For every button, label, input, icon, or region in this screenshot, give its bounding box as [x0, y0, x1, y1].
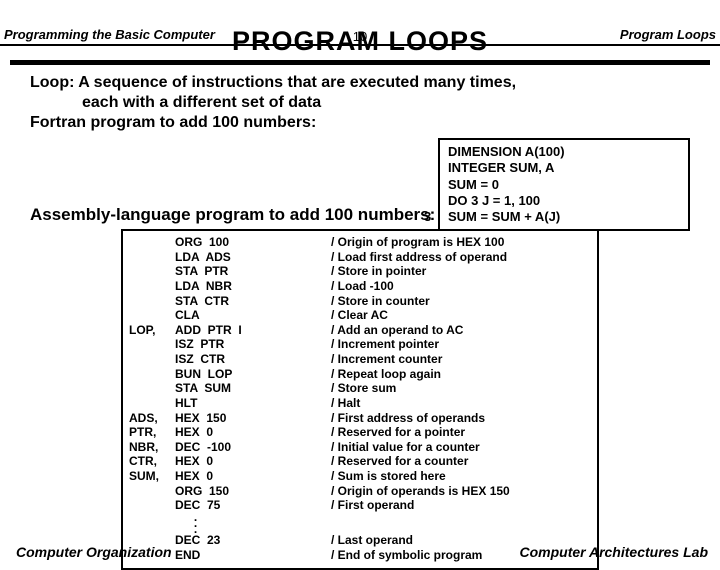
asm-comment: / Sum is stored here: [331, 469, 591, 484]
asm-label: PTR,: [129, 425, 175, 440]
asm-comment: / Repeat loop again: [331, 367, 591, 382]
asm-opcode: ISZ PTR: [175, 337, 331, 352]
asm-row: LDA ADS/ Load first address of operand: [129, 250, 591, 265]
asm-row: STA CTR/ Store in counter: [129, 294, 591, 309]
asm-opcode: HEX 150: [175, 411, 331, 426]
asm-row: CLA/ Clear AC: [129, 308, 591, 323]
asm-opcode: HEX 0: [175, 454, 331, 469]
asm-row: ISZ CTR/ Increment counter: [129, 352, 591, 367]
asm-comment: / Increment counter: [331, 352, 591, 367]
asm-label: ADS,: [129, 411, 175, 426]
asm-row: CTR,HEX 0/ Reserved for a counter: [129, 454, 591, 469]
asm-comment: / Halt: [331, 396, 591, 411]
asm-opcode: STA PTR: [175, 264, 331, 279]
asm-opcode: LDA ADS: [175, 250, 331, 265]
asm-comment: / Store in counter: [331, 294, 591, 309]
intro-line-1: Loop: A sequence of instructions that ar…: [30, 73, 690, 93]
asm-label: [129, 264, 175, 279]
asm-row: BUN LOP/ Repeat loop again: [129, 367, 591, 382]
asm-row: STA SUM/ Store sum: [129, 381, 591, 396]
asm-label: CTR,: [129, 454, 175, 469]
fortran-line: DO 3 J = 1, 100: [448, 193, 678, 209]
intro-line-3: Fortran program to add 100 numbers:: [30, 113, 690, 133]
asm-comment: / Store in pointer: [331, 264, 591, 279]
asm-label: [129, 235, 175, 250]
header-left: Programming the Basic Computer: [4, 27, 215, 42]
asm-label: [129, 484, 175, 499]
asm-opcode: BUN LOP: [175, 367, 331, 382]
asm-label: [129, 250, 175, 265]
asm-label: [129, 396, 175, 411]
fortran-line: INTEGER SUM, A: [448, 160, 678, 176]
asm-code-box: ORG 100/ Origin of program is HEX 100LDA…: [121, 229, 599, 570]
asm-opcode: ORG 100: [175, 235, 331, 250]
asm-row: ADS,HEX 150/ First address of operands: [129, 411, 591, 426]
asm-opcode: HLT: [175, 396, 331, 411]
asm-label: [129, 367, 175, 382]
asm-opcode: ORG 150: [175, 484, 331, 499]
fortran-code-box: 3 DIMENSION A(100) INTEGER SUM, A SUM = …: [438, 138, 690, 231]
asm-comment: / Reserved for a counter: [331, 454, 591, 469]
fortran-stmt-label: 3: [424, 209, 431, 225]
fortran-line: SUM = 0: [448, 177, 678, 193]
header-page: 10: [353, 29, 367, 44]
asm-row: PTR,HEX 0/ Reserved for a pointer: [129, 425, 591, 440]
asm-opcode: STA CTR: [175, 294, 331, 309]
asm-row: ISZ PTR/ Increment pointer: [129, 337, 591, 352]
asm-label: [129, 279, 175, 294]
asm-label: [129, 381, 175, 396]
asm-opcode: CLA: [175, 308, 331, 323]
asm-comment: / Add an operand to AC: [331, 323, 591, 338]
asm-row: NBR,DEC -100/ Initial value for a counte…: [129, 440, 591, 455]
asm-opcode: STA SUM: [175, 381, 331, 396]
asm-comment: / Increment pointer: [331, 337, 591, 352]
asm-label: [129, 308, 175, 323]
asm-comment: / Origin of operands is HEX 150: [331, 484, 591, 499]
asm-label: SUM,: [129, 469, 175, 484]
asm-row: SUM,HEX 0/ Sum is stored here: [129, 469, 591, 484]
asm-row: ORG 100/ Origin of program is HEX 100: [129, 235, 591, 250]
asm-row: STA PTR/ Store in pointer: [129, 264, 591, 279]
asm-comment: / Origin of program is HEX 100: [331, 235, 591, 250]
footer-left: Computer Organization: [16, 544, 172, 560]
fortran-line: SUM = SUM + A(J): [448, 209, 678, 225]
fortran-line: DIMENSION A(100): [448, 144, 678, 160]
asm-opcode: ISZ CTR: [175, 352, 331, 367]
asm-comment: / Clear AC: [331, 308, 591, 323]
asm-comment: / Store sum: [331, 381, 591, 396]
asm-comment: / First operand: [331, 498, 591, 513]
title-rule: [10, 60, 710, 65]
asm-comment: / First address of operands: [331, 411, 591, 426]
asm-row: HLT/ Halt: [129, 396, 591, 411]
vertical-dots-icon: ...: [175, 513, 219, 533]
intro-line-2: each with a different set of data: [30, 93, 690, 113]
asm-comment: / Load -100: [331, 279, 591, 294]
asm-label: NBR,: [129, 440, 175, 455]
asm-opcode: END: [175, 548, 331, 563]
asm-label: [129, 337, 175, 352]
asm-opcode: HEX 0: [175, 425, 331, 440]
asm-row: LOP,ADD PTR I/ Add an operand to AC: [129, 323, 591, 338]
asm-row: ORG 150/ Origin of operands is HEX 150: [129, 484, 591, 499]
asm-comment: / Initial value for a counter: [331, 440, 591, 455]
asm-opcode: DEC -100: [175, 440, 331, 455]
asm-label: [129, 352, 175, 367]
asm-opcode: HEX 0: [175, 469, 331, 484]
asm-opcode: ADD PTR I: [175, 323, 331, 338]
asm-opcode: LDA NBR: [175, 279, 331, 294]
asm-label: [129, 294, 175, 309]
asm-row: LDA NBR/ Load -100: [129, 279, 591, 294]
header-right: Program Loops: [620, 27, 716, 42]
asm-label: LOP,: [129, 323, 175, 338]
asm-label: [129, 498, 175, 513]
header-bar: Programming the Basic Computer 10 Progra…: [0, 26, 720, 46]
footer-right: Computer Architectures Lab: [519, 544, 708, 560]
asm-comment: / Reserved for a pointer: [331, 425, 591, 440]
asm-opcode: DEC 23: [175, 533, 331, 548]
asm-comment: / Load first address of operand: [331, 250, 591, 265]
intro-block: Loop: A sequence of instructions that ar…: [30, 73, 690, 133]
